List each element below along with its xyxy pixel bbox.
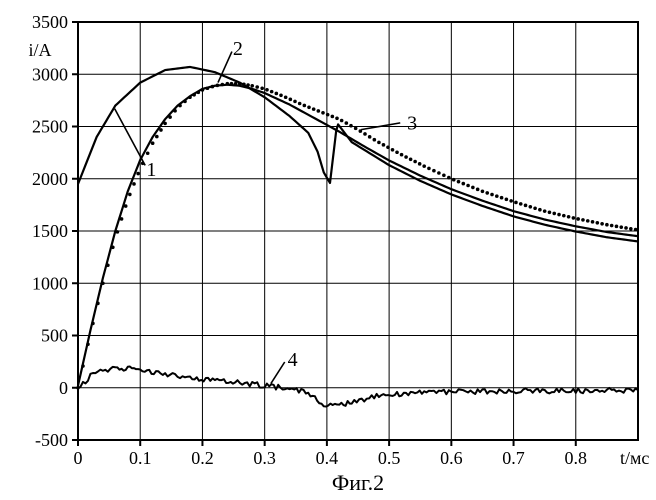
x-tick-label: 0.8 xyxy=(565,448,588,468)
annotation-label-2: 2 xyxy=(233,38,243,60)
y-tick-label: 2500 xyxy=(32,117,68,137)
x-axis-label: t/мс xyxy=(620,448,649,468)
x-tick-label: 0.4 xyxy=(316,448,339,468)
x-tick-label: 0.7 xyxy=(502,448,525,468)
annotation-label-3: 3 xyxy=(407,112,417,134)
x-tick-label: 0.5 xyxy=(378,448,401,468)
y-tick-label: 3500 xyxy=(32,12,68,32)
annotation-label-4: 4 xyxy=(288,349,298,371)
line-chart: 0 0.1 0.2 0.3 0.4 0.5 0.6 0.7 0.8 -500 0 500 1000 150… xyxy=(0,0,656,500)
x-tick-label: 0.2 xyxy=(191,448,214,468)
figure-caption: Фиг.2 xyxy=(332,470,384,495)
y-tick-label: 2000 xyxy=(32,169,68,189)
annotation-label-1: 1 xyxy=(146,159,156,181)
y-tick-label: 3000 xyxy=(32,64,68,84)
x-tick-label: 0.6 xyxy=(440,448,463,468)
x-tick-label: 0.3 xyxy=(253,448,276,468)
y-tick-label: -500 xyxy=(35,430,68,450)
y-tick-label: 0 xyxy=(59,378,68,398)
x-tick-label: 0 xyxy=(74,448,83,468)
y-tick-label: 500 xyxy=(41,326,68,346)
x-tick-label: 0.1 xyxy=(129,448,152,468)
y-tick-label: 1500 xyxy=(32,221,68,241)
y-axis-label: i/A xyxy=(28,40,51,60)
y-tick-label: 1000 xyxy=(32,273,68,293)
